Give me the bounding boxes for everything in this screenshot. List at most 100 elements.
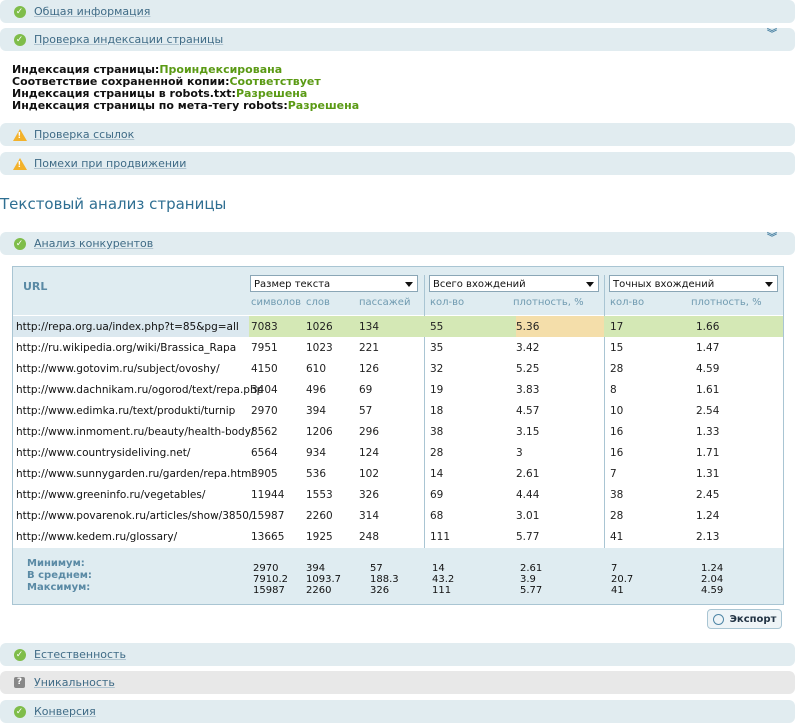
export-button[interactable]: Экспорт <box>707 609 782 629</box>
table-row[interactable]: http://www.gotovim.ru/subject/ovoshy/415… <box>13 358 783 379</box>
value-cell: 68 <box>430 510 444 522</box>
section-conversion[interactable]: ✓ Конверсия <box>0 700 795 723</box>
collapse-chevron-icon[interactable]: ︾ <box>767 29 777 40</box>
section-general[interactable]: ✓ Общая информация <box>0 0 795 23</box>
table-row[interactable]: http://www.sunnygarden.ru/garden/repa.ht… <box>13 463 783 484</box>
table-row[interactable]: http://www.dachnikam.ru/ogorod/text/repa… <box>13 379 783 400</box>
footer-min-value: 57 <box>370 563 383 574</box>
value-cell: 1206 <box>306 426 333 438</box>
footer-stat-column: 14 43.2 111 <box>432 563 454 596</box>
footer-max-value: 2260 <box>306 585 332 596</box>
value-cell: 14 <box>430 468 444 480</box>
value-cell: 3.01 <box>516 510 540 522</box>
section-naturalness-label[interactable]: Естественность <box>34 648 126 661</box>
section-obstacles-label[interactable]: Помехи при продвижении <box>34 157 187 170</box>
table-row[interactable]: http://repa.org.ua/index.php?t=85&pg=all… <box>13 316 783 337</box>
section-general-label[interactable]: Общая информация <box>34 5 151 18</box>
section-conversion-label[interactable]: Конверсия <box>34 705 96 718</box>
url-cell[interactable]: http://www.dachnikam.ru/ogorod/text/repa… <box>16 384 264 396</box>
url-cell[interactable]: http://www.edimka.ru/text/produkti/turni… <box>16 405 236 417</box>
section-competitors-label[interactable]: Анализ конкурентов <box>34 237 154 250</box>
competitors-table: URL Размер текста Всего вхождений Точных… <box>12 266 784 605</box>
value-cell: 536 <box>306 468 327 480</box>
url-cell[interactable]: http://www.inmoment.ru/beauty/health-bod… <box>16 426 255 438</box>
value-cell: 8562 <box>251 426 278 438</box>
url-cell[interactable]: http://www.greeninfo.ru/vegetables/ <box>16 489 206 501</box>
url-cell[interactable]: http://www.povarenok.ru/articles/show/38… <box>16 510 253 522</box>
section-indexing-label[interactable]: Проверка индексации страницы <box>34 33 224 46</box>
section-links[interactable]: ! Проверка ссылок <box>0 123 795 146</box>
value-cell: 7951 <box>251 342 278 354</box>
url-cell[interactable]: http://www.gotovim.ru/subject/ovoshy/ <box>16 363 220 375</box>
value-cell: 1.66 <box>696 321 720 333</box>
value-cell: 3404 <box>251 384 278 396</box>
check-icon: ✓ <box>13 237 26 250</box>
value-cell: 1.33 <box>696 426 720 438</box>
value-cell: 4.57 <box>516 405 540 417</box>
value-cell: 69 <box>359 384 373 396</box>
url-cell[interactable]: http://www.countrysideliving.net/ <box>16 447 191 459</box>
footer-max-value: 111 <box>432 585 452 596</box>
value-cell: 35 <box>430 342 444 354</box>
section-indexing[interactable]: ✓ Проверка индексации страницы ︾ <box>0 28 795 51</box>
section-naturalness[interactable]: ✓ Естественность <box>0 643 795 666</box>
footer-min-value: 1.24 <box>701 563 724 574</box>
section-links-label[interactable]: Проверка ссылок <box>34 128 135 141</box>
value-cell: 11944 <box>251 489 285 501</box>
exact-occurrences-select[interactable]: Точных вхождений <box>609 275 778 292</box>
density-header: плотность, % <box>691 297 762 308</box>
section-obstacles[interactable]: ! Помехи при продвижении <box>0 152 795 175</box>
check-icon: ✓ <box>13 705 26 718</box>
value-cell: 102 <box>359 468 380 480</box>
text-size-select[interactable]: Размер текста <box>250 275 418 292</box>
url-cell[interactable]: http://www.kedem.ru/glossary/ <box>16 531 178 543</box>
text-analysis-heading: Текстовый анализ страницы <box>0 195 227 213</box>
table-row[interactable]: http://www.countrysideliving.net/6564 934… <box>13 442 783 463</box>
footer-stat-column: 7 20.7 41 <box>611 563 633 596</box>
footer-min-value: 2970 <box>253 563 279 574</box>
dropdown-arrow-icon <box>405 282 413 287</box>
table-row[interactable]: http://www.edimka.ru/text/produkti/turni… <box>13 400 783 421</box>
value-cell: 124 <box>359 447 380 459</box>
table-row[interactable]: http://www.povarenok.ru/articles/show/38… <box>13 505 783 526</box>
url-cell[interactable]: http://ru.wikipedia.org/wiki/Brassica_Ra… <box>16 342 237 354</box>
table-row[interactable]: http://www.greeninfo.ru/vegetables/11944… <box>13 484 783 505</box>
table-footer: Минимум: В среднем: Максимум: 2970 7910.2… <box>13 548 783 604</box>
collapse-chevron-icon[interactable]: ︾ <box>767 233 777 244</box>
value-cell: 296 <box>359 426 380 438</box>
value-cell: 5.36 <box>516 321 540 333</box>
value-cell: 3.42 <box>516 342 540 354</box>
value-cell: 10 <box>610 405 624 417</box>
value-cell: 38 <box>430 426 444 438</box>
dropdown-arrow-icon <box>586 282 594 287</box>
footer-min-value: 2.61 <box>520 563 543 574</box>
section-uniqueness[interactable]: ? Уникальность <box>0 671 795 694</box>
url-column-header: URL <box>23 280 48 293</box>
section-uniqueness-label[interactable]: Уникальность <box>34 676 115 689</box>
table-row[interactable]: http://ru.wikipedia.org/wiki/Brassica_Ra… <box>13 337 783 358</box>
value-cell: 1.71 <box>696 447 720 459</box>
total-occurrences-select[interactable]: Всего вхождений <box>429 275 599 292</box>
table-header: URL Размер текста Всего вхождений Точных… <box>13 267 783 315</box>
value-cell: 2.54 <box>696 405 720 417</box>
url-cell[interactable]: http://www.sunnygarden.ru/garden/repa.ht… <box>16 468 255 480</box>
value-cell: 1.31 <box>696 468 720 480</box>
table-row[interactable]: http://www.kedem.ru/glossary/13665 1925 24… <box>13 526 783 547</box>
value-cell: 1023 <box>306 342 333 354</box>
value-cell: 1553 <box>306 489 333 501</box>
check-icon: ✓ <box>13 33 26 46</box>
section-competitors[interactable]: ✓ Анализ конкурентов ︾ <box>0 232 795 255</box>
footer-max-value: 326 <box>370 585 390 596</box>
url-cell[interactable]: http://repa.org.ua/index.php?t=85&pg=all <box>16 321 239 333</box>
words-header: слов <box>306 297 330 308</box>
density-header: плотность, % <box>513 297 584 308</box>
value-cell: 55 <box>430 321 444 333</box>
value-cell: 7083 <box>251 321 278 333</box>
value-cell: 2.45 <box>696 489 720 501</box>
value-cell: 5.25 <box>516 363 540 375</box>
table-row[interactable]: http://www.inmoment.ru/beauty/health-bod… <box>13 421 783 442</box>
check-icon: ✓ <box>13 648 26 661</box>
footer-avg-value: 20.7 <box>611 574 634 585</box>
value-cell: 28 <box>430 447 444 459</box>
warning-icon: ! <box>12 157 27 170</box>
